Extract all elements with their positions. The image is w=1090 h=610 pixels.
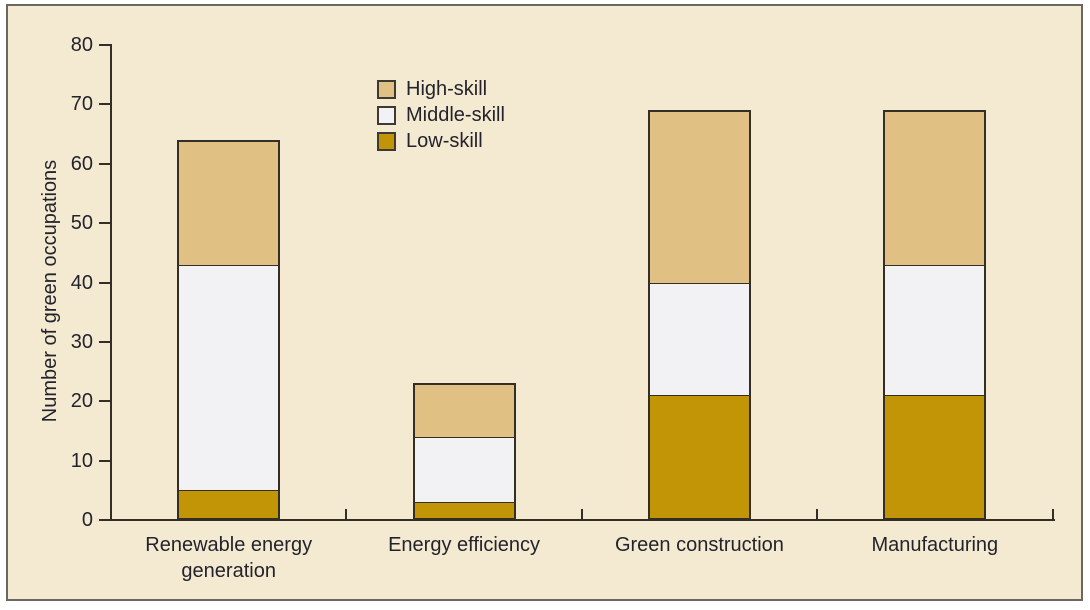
- legend-swatch-middle-skill: [377, 105, 396, 125]
- y-tick: [99, 459, 111, 462]
- bar-segment-low-skill: [647, 395, 751, 520]
- bar-segment-divider: [647, 394, 751, 397]
- bar-segment-low-skill: [177, 490, 281, 520]
- y-tick: [99, 162, 111, 165]
- y-tick: [99, 340, 111, 343]
- x-category-label: Energy efficiency: [388, 534, 541, 556]
- bar-outline: [177, 140, 281, 520]
- y-tick: [99, 519, 111, 521]
- x-axis: [110, 519, 1055, 521]
- bar-segment-high-skill: [177, 140, 281, 265]
- y-tick-label: 10: [70, 449, 93, 472]
- y-tick-label: 20: [70, 390, 93, 413]
- bar-segment-low-skill: [412, 502, 516, 520]
- bar-segment-middle-skill: [412, 436, 516, 503]
- x-tick: [345, 509, 348, 520]
- bar-outline: [412, 383, 516, 520]
- bar-segment-divider: [412, 501, 516, 504]
- y-tick: [99, 103, 111, 106]
- legend-item: Middle-skill: [377, 102, 505, 128]
- legend-swatch-low-skill: [377, 131, 396, 151]
- y-axis: [110, 44, 112, 521]
- y-tick-label: 40: [70, 271, 93, 294]
- bar-segment-high-skill: [883, 110, 987, 265]
- legend-label: Low-skill: [406, 130, 483, 152]
- y-tick-label: 60: [70, 152, 93, 175]
- bar-segment-middle-skill: [883, 264, 987, 396]
- bar-outline: [883, 110, 987, 520]
- x-category-label: Manufacturing: [871, 534, 999, 556]
- bar-segment-divider: [177, 263, 281, 266]
- legend-label: Middle-skill: [406, 104, 505, 126]
- y-tick: [99, 400, 111, 403]
- bar-segment-divider: [883, 394, 987, 397]
- bar-segment-divider: [412, 435, 516, 438]
- bar-segment-high-skill: [412, 383, 516, 437]
- bar-segment-middle-skill: [177, 264, 281, 491]
- y-tick-label: 50: [70, 212, 93, 235]
- y-tick: [99, 281, 111, 284]
- bar-segment-middle-skill: [647, 282, 751, 396]
- x-tick: [580, 509, 583, 520]
- bar-segment-divider: [177, 489, 281, 492]
- y-tick-label: 30: [70, 330, 93, 353]
- bar-segment-high-skill: [647, 110, 751, 283]
- bar-outline: [647, 110, 751, 520]
- y-tick: [99, 44, 111, 46]
- legend-label: High-skill: [406, 78, 488, 100]
- y-tick-label: 0: [81, 509, 93, 531]
- legend: High-skill Middle-skill Low-skill: [377, 76, 505, 154]
- legend-item: High-skill: [377, 76, 505, 102]
- legend-item: Low-skill: [377, 128, 505, 154]
- bar-segment-low-skill: [883, 395, 987, 520]
- x-tick: [816, 509, 819, 520]
- x-category-label: Green construction: [614, 534, 784, 556]
- x-tick: [1051, 509, 1054, 520]
- x-category-label: Renewable energy generation: [145, 534, 313, 582]
- bar-segment-divider: [883, 263, 987, 266]
- y-tick-label: 70: [70, 93, 93, 116]
- y-tick: [99, 222, 111, 225]
- y-tick-label: 80: [70, 34, 93, 56]
- bar-segment-divider: [647, 281, 751, 284]
- legend-swatch-high-skill: [377, 79, 396, 99]
